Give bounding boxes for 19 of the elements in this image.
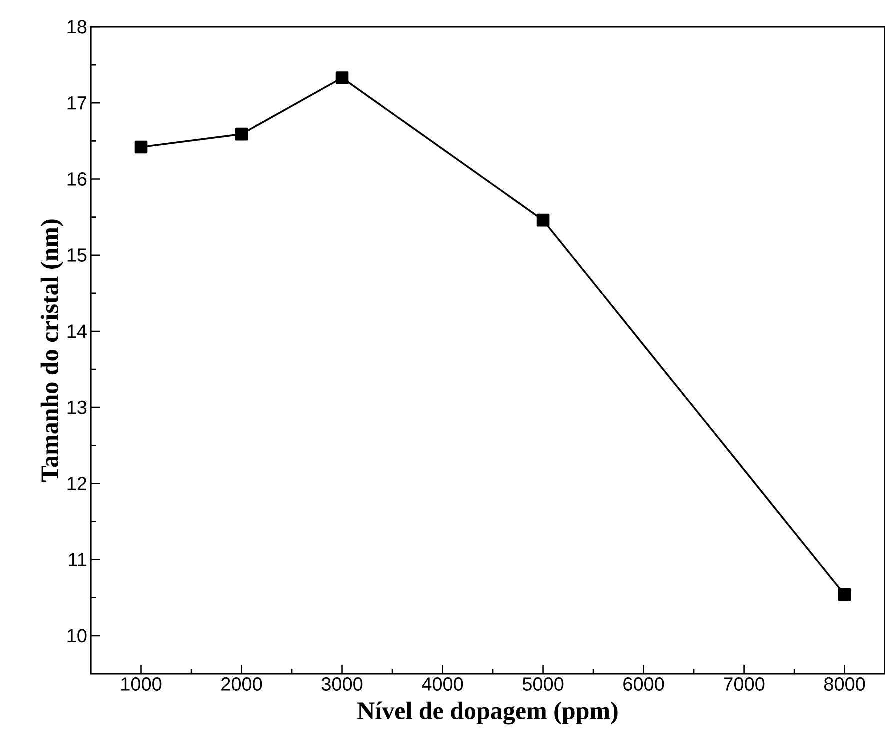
x-tick-label: 2000	[222, 678, 262, 691]
y-tick-label: 11	[69, 553, 87, 566]
x-axis-title: Nível de dopagem (ppm)	[358, 702, 618, 725]
y-tick-label: 13	[68, 400, 87, 414]
y-tick-label: 12	[68, 477, 87, 490]
x-tick-label: 7000	[724, 678, 765, 691]
x-tick-label: 5000	[522, 678, 564, 691]
y-tick-label: 17	[68, 96, 87, 110]
y-tick-label: 16	[68, 172, 87, 186]
y-tick-label: 10	[68, 629, 87, 643]
x-tick-label: 8000	[824, 678, 866, 691]
x-tick-label: 1000	[122, 678, 162, 691]
y-tick-label: 18	[68, 20, 87, 34]
x-tick-label: 4000	[422, 678, 464, 691]
y-tick-label: 14	[68, 324, 87, 338]
x-tick-label: 6000	[624, 678, 664, 691]
y-tick-label: 15	[68, 248, 87, 262]
x-tick-label: 3000	[322, 678, 363, 691]
y-axis-title: Tamanho do cristal (nm)	[40, 220, 64, 482]
